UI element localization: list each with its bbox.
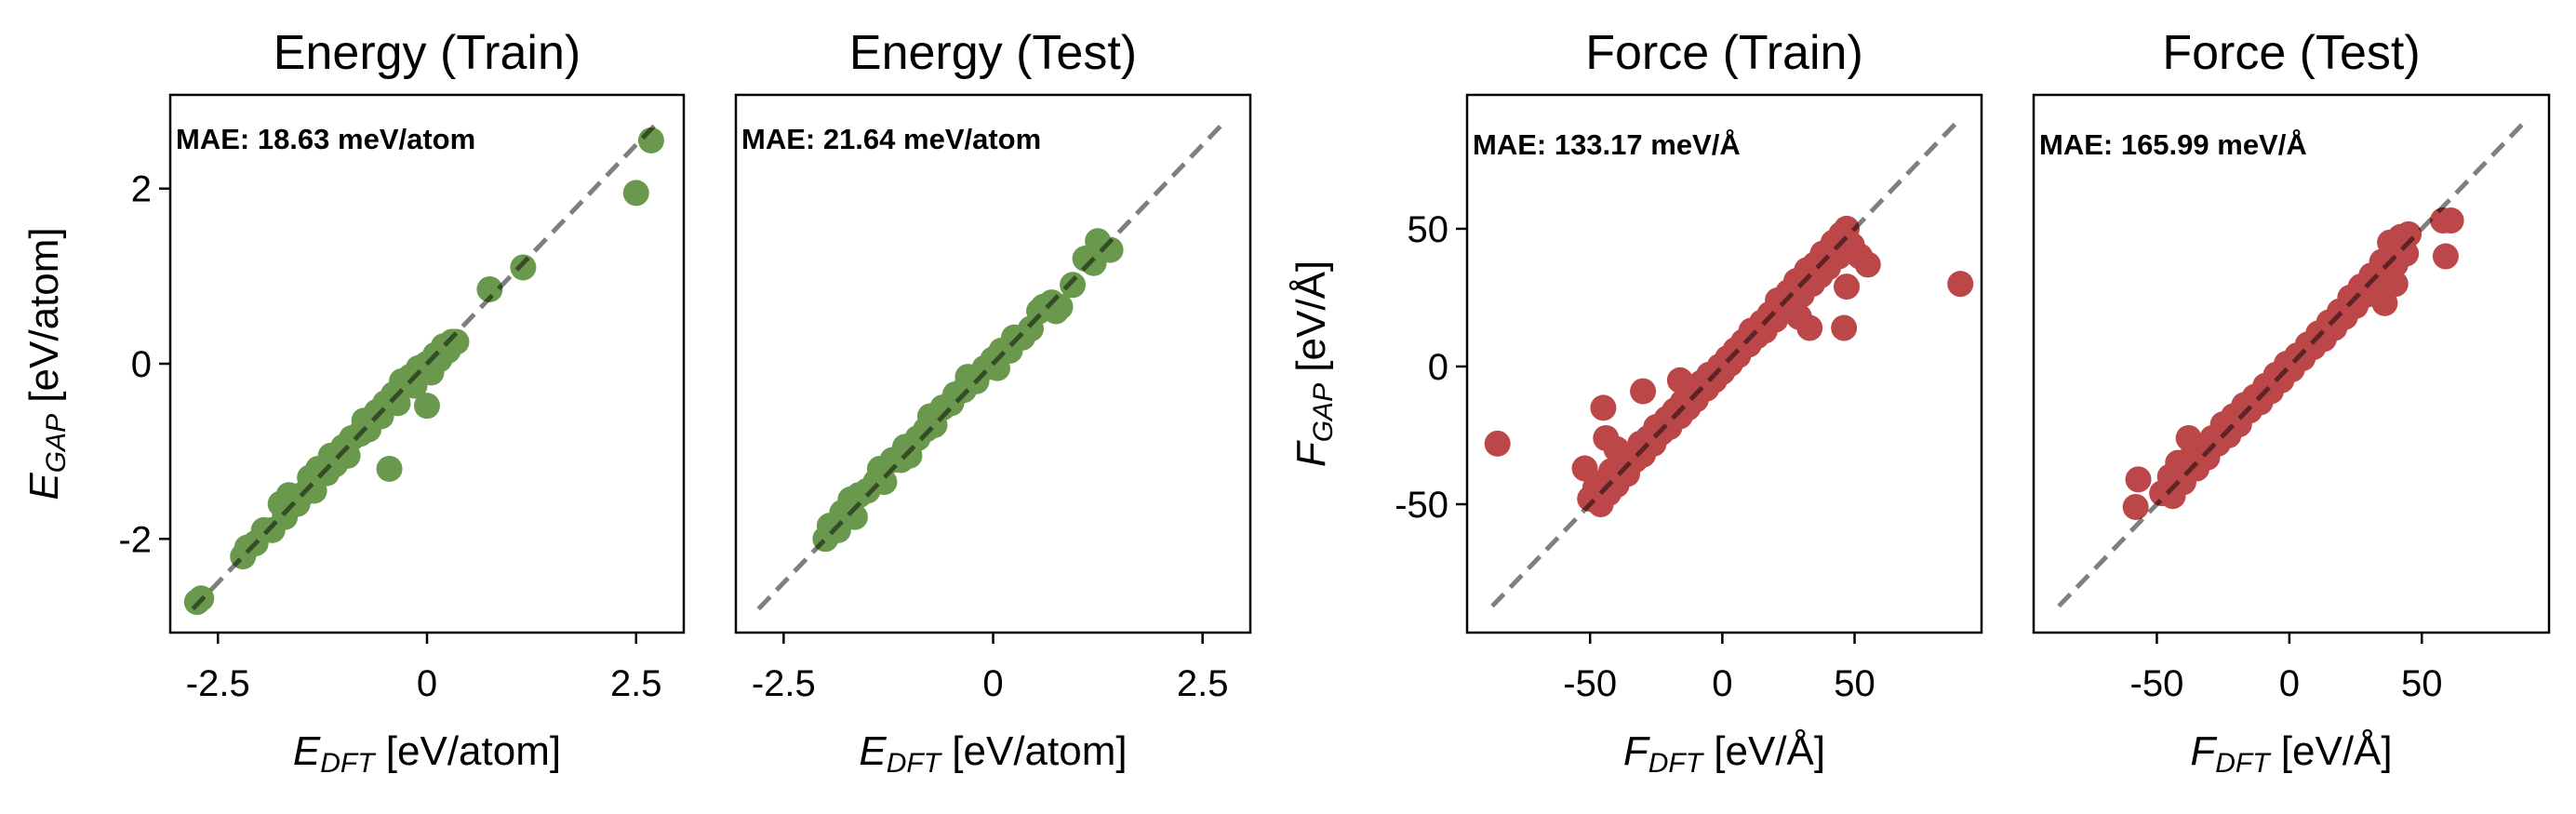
- mae-annotation: MAE: 21.64 meV/atom: [741, 123, 1041, 155]
- x-tick-label: 0: [417, 663, 437, 704]
- data-point: [414, 393, 440, 420]
- mae-annotation: MAE: 18.63 meV/atom: [176, 123, 475, 155]
- y-label-symbol: E: [21, 473, 67, 500]
- subplot-title: Energy (Train): [274, 26, 581, 80]
- data-point: [2371, 289, 2398, 316]
- subplot-3: Force (Train) MAE: 133.17 meV/Å -50 0 50 -50 0…: [1288, 26, 1983, 779]
- data-point: [384, 390, 411, 417]
- y-label-symbol: F: [1288, 440, 1334, 467]
- y-tick-label: 2: [131, 169, 152, 210]
- data-point: [1590, 394, 1617, 421]
- data-point: [510, 254, 537, 281]
- data-point: [476, 275, 503, 302]
- parity-line: [756, 121, 1225, 611]
- data-point: [2396, 220, 2423, 247]
- mae-annotation: MAE: 133.17 meV/Å: [1473, 128, 1741, 161]
- x-label-subscript: DFT: [887, 748, 943, 779]
- x-label-symbol: E: [293, 728, 321, 774]
- data-point: [1833, 274, 1860, 300]
- x-tick-label: -50: [1563, 663, 1617, 704]
- data-point: [1080, 249, 1107, 276]
- x-tick-label: -2.5: [752, 663, 816, 704]
- subplot-1: Energy (Train) MAE: 18.63 meV/atom -2.5 0 2.…: [21, 26, 686, 779]
- x-label-symbol: F: [1623, 728, 1650, 774]
- data-point: [1603, 435, 1630, 462]
- data-point: [2125, 466, 2152, 493]
- data-point: [1060, 272, 1087, 299]
- y-label-unit: [eV/Å]: [1288, 260, 1334, 383]
- x-tick-label: 2.5: [1177, 663, 1229, 704]
- subplot-title: Force (Test): [2162, 26, 2420, 80]
- x-tick-label: -2.5: [186, 663, 250, 704]
- y-label-unit: [eV/atom]: [21, 227, 67, 414]
- x-label-unit: [eV/atom]: [375, 728, 562, 774]
- y-tick-label: 0: [1428, 347, 1448, 388]
- y-tick-label: -50: [1395, 485, 1448, 526]
- data-points: [1484, 215, 1974, 518]
- data-points: [2122, 207, 2464, 520]
- x-axis-label: EDFT [eV/atom]: [293, 728, 561, 779]
- parity-line: [191, 121, 660, 611]
- x-tick-label: 50: [1834, 663, 1875, 704]
- parity-line: [1490, 122, 1957, 608]
- data-point: [1854, 251, 1881, 278]
- y-label-subscript: GAP: [1308, 383, 1339, 442]
- data-point: [1831, 314, 1858, 341]
- y-axis-label: EGAP [eV/atom]: [21, 227, 72, 500]
- x-tick-label: 2.5: [610, 663, 662, 704]
- x-label-unit: [eV/Å]: [2270, 728, 2393, 774]
- data-point: [2393, 240, 2420, 267]
- parity-line: [2057, 122, 2525, 608]
- data-point: [871, 469, 898, 496]
- data-point: [622, 180, 649, 207]
- data-point: [376, 455, 403, 482]
- data-point: [841, 503, 868, 530]
- axes-frame: [2032, 93, 2551, 634]
- x-label-subscript: DFT: [320, 748, 377, 779]
- data-point: [1947, 271, 1974, 298]
- data-point: [1484, 430, 1511, 457]
- data-point: [2432, 243, 2459, 270]
- y-axis-label: FGAP [eV/Å]: [1288, 260, 1339, 467]
- x-tick-label: -50: [2130, 663, 2184, 704]
- y-tick-label: -2: [118, 519, 152, 560]
- data-points: [183, 127, 664, 616]
- data-point: [1796, 314, 1823, 341]
- x-tick-label: 50: [2401, 663, 2443, 704]
- data-point: [2437, 207, 2464, 234]
- x-label-subscript: DFT: [2215, 748, 2272, 779]
- x-tick-label: 0: [1712, 663, 1732, 704]
- y-label-subscript: GAP: [41, 414, 72, 473]
- x-tick-label: 0: [982, 663, 1003, 704]
- data-point: [443, 328, 470, 355]
- x-label-unit: [eV/atom]: [941, 728, 1128, 774]
- x-axis-label: EDFT [eV/atom]: [859, 728, 1127, 779]
- y-tick-label: 0: [131, 344, 152, 385]
- data-point: [1047, 293, 1074, 320]
- data-point: [2382, 271, 2409, 298]
- x-axis-label: FDFT [eV/Å]: [2190, 728, 2392, 779]
- x-label-symbol: F: [2190, 728, 2217, 774]
- axes-frame: [1465, 93, 1983, 634]
- data-point: [1630, 378, 1657, 405]
- y-tick-label: 50: [1408, 209, 1449, 250]
- mae-annotation: MAE: 165.99 meV/Å: [2039, 128, 2307, 161]
- x-tick-label: 0: [2279, 663, 2300, 704]
- x-axis-label: FDFT [eV/Å]: [1623, 728, 1825, 779]
- subplot-title: Force (Train): [1585, 26, 1863, 80]
- subplot-title: Energy (Test): [849, 26, 1137, 80]
- x-label-subscript: DFT: [1648, 748, 1705, 779]
- subplot-2: Energy (Test) MAE: 21.64 meV/atom -2.5 0 2.5…: [734, 26, 1252, 779]
- data-point: [1571, 455, 1598, 482]
- data-point: [2122, 493, 2149, 520]
- x-label-symbol: E: [859, 728, 887, 774]
- x-label-unit: [eV/Å]: [1702, 728, 1825, 774]
- data-point: [1666, 367, 1693, 394]
- subplot-4: Force (Test) MAE: 165.99 meV/Å -50 0 50FDFT …: [2032, 26, 2551, 779]
